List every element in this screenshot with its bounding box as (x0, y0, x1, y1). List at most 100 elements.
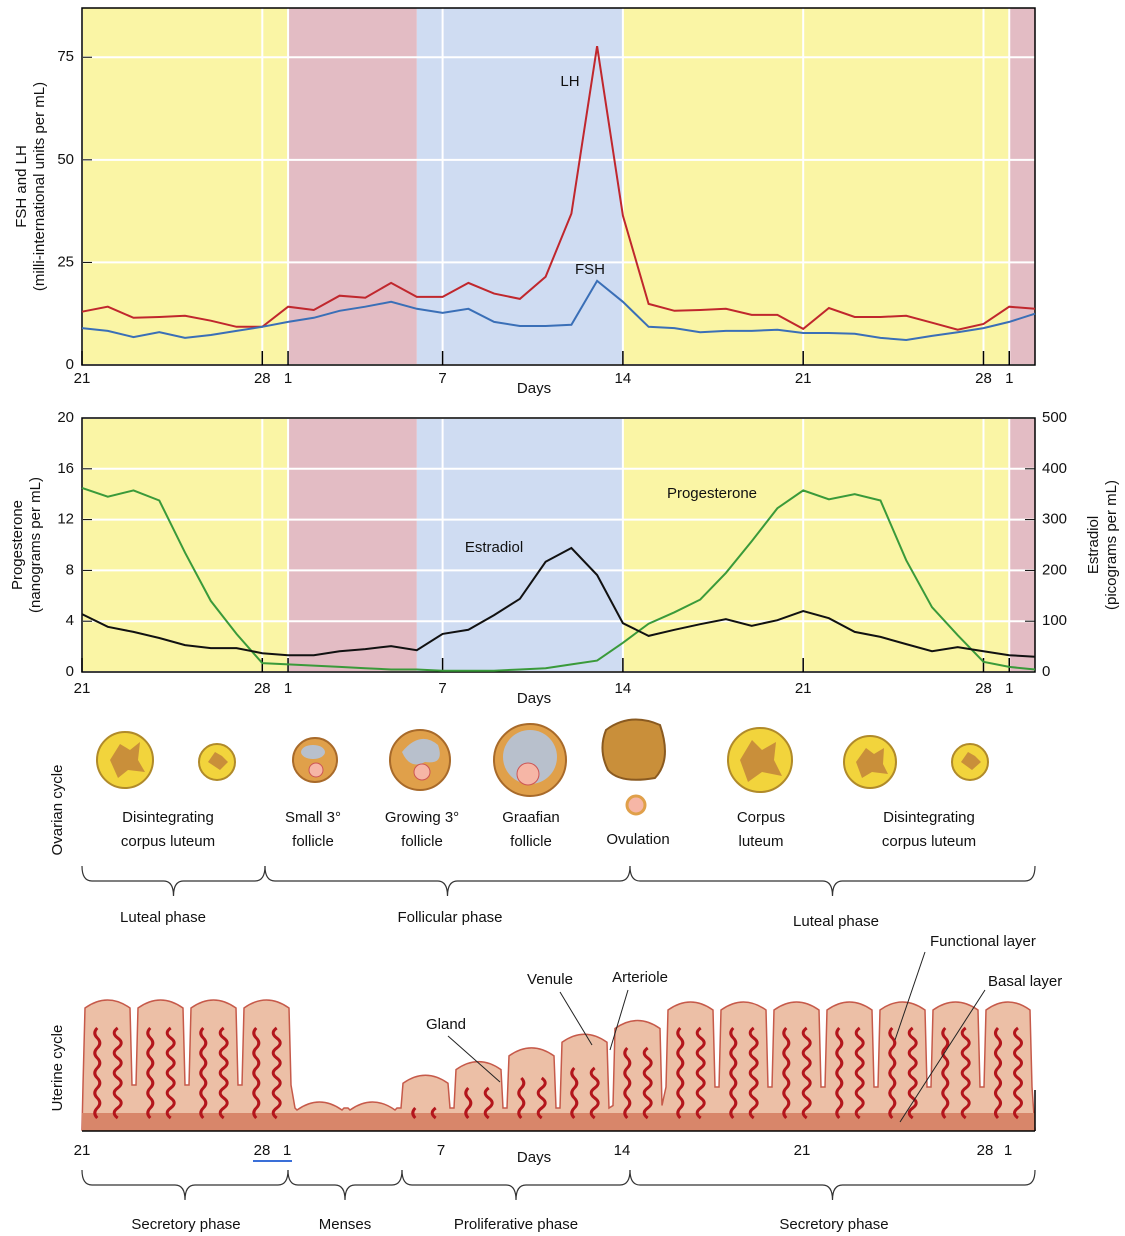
icon (208, 752, 228, 770)
x-tick-label: 7 (438, 680, 446, 697)
phase-label: Luteal phase (120, 909, 206, 926)
icon (961, 752, 981, 770)
brace (264, 865, 631, 897)
x-tick-label: 14 (615, 680, 632, 697)
x-tick-label: 7 (438, 370, 446, 387)
y2-tick-label: 400 (1042, 460, 1067, 477)
icon (856, 748, 888, 778)
brace (287, 1169, 403, 1201)
y-tick-label: 20 (57, 409, 74, 426)
brace (629, 865, 1036, 897)
phase-band (416, 8, 623, 365)
y-tick-label: 50 (57, 151, 74, 168)
stage-label: follicle (401, 833, 443, 850)
x-tick-label: 1 (284, 370, 292, 387)
series-label: Progesterone (667, 485, 757, 502)
artery (854, 1026, 865, 1120)
functional-layer (81, 999, 1036, 1131)
x-tick-label: 21 (74, 370, 91, 387)
icon (625, 794, 647, 816)
phase-band (82, 418, 289, 672)
artery (782, 1026, 791, 1120)
callout: Functional layer (930, 933, 1036, 950)
artery (941, 1026, 950, 1120)
series-line (81, 46, 1036, 331)
icon (516, 762, 540, 786)
stage-label: Corpus (737, 809, 785, 826)
axis-label: 14 (614, 1142, 631, 1159)
artery (218, 1026, 229, 1120)
icon (740, 740, 782, 782)
artery (536, 1076, 547, 1120)
ovarian-cycle: Ovarian cycle Disintegrating corpus lute… (49, 718, 1036, 930)
x-tick-label: 21 (795, 370, 812, 387)
braces (81, 865, 1036, 897)
icon (301, 745, 325, 759)
axis-label: 21 (794, 1142, 811, 1159)
callout: Arteriole (612, 969, 668, 986)
series-label: LH (560, 73, 579, 90)
brace (401, 1169, 631, 1201)
y2-tick-label: 0 (1042, 663, 1050, 680)
callout-line (894, 951, 926, 1041)
phase-band (288, 418, 417, 672)
y2-tick-label: 300 (1042, 511, 1067, 528)
axis-title: Days (517, 1149, 551, 1166)
stage-label: corpus luteum (121, 833, 215, 850)
phase-label: Menses (319, 1216, 372, 1233)
plot-frame (81, 7, 1036, 366)
artery (835, 1026, 844, 1120)
stage-label: Growing 3° (385, 809, 459, 826)
phase-label: Secretory phase (131, 1216, 240, 1233)
artery (695, 1026, 706, 1120)
y2-axis-title: (picograms per mL) (1103, 480, 1120, 610)
stage-label: luteum (738, 833, 783, 850)
x-tick-label: 1 (284, 680, 292, 697)
brace (81, 1169, 289, 1201)
phase-band (82, 8, 289, 365)
icon (413, 763, 431, 781)
x-tick-label: 21 (74, 680, 91, 697)
side-label: Ovarian cycle (49, 765, 66, 856)
x-tick-label: 1 (1005, 680, 1013, 697)
artery (271, 1026, 282, 1120)
phase-label: Secretory phase (779, 1216, 888, 1233)
brace (629, 1169, 1036, 1201)
axis-label: 1 (283, 1142, 291, 1159)
callout: Venule (527, 971, 573, 988)
stage-label: Disintegrating (883, 809, 975, 826)
y2-tick-label: 500 (1042, 409, 1067, 426)
x-tick-label: 28 (975, 680, 992, 697)
callout-line (899, 989, 986, 1123)
callout: Gland (426, 1016, 466, 1033)
phase-band (416, 418, 623, 672)
y2-tick-label: 100 (1042, 612, 1067, 629)
x-tick-label: 28 (254, 370, 271, 387)
icons (96, 718, 989, 816)
artery (960, 1026, 971, 1120)
phase-band (622, 418, 1010, 672)
stage-label: follicle (292, 833, 334, 850)
braces (81, 1169, 1036, 1201)
axis-label: 7 (437, 1142, 445, 1159)
artery (199, 1026, 208, 1120)
x-tick-label: 28 (254, 680, 271, 697)
icon (402, 738, 440, 765)
y2-axis-title: Estradiol (1085, 516, 1102, 574)
y-tick-label: 4 (66, 612, 74, 629)
artery (464, 1086, 473, 1120)
icon (503, 730, 557, 784)
phase-band (288, 8, 417, 365)
stage-label: follicle (510, 833, 552, 850)
y2-tick-label: 200 (1042, 561, 1067, 578)
artery (411, 1106, 417, 1120)
plot-frame (81, 417, 1036, 673)
artery (748, 1026, 759, 1120)
artery (252, 1026, 261, 1120)
x-tick-label: 1 (1005, 370, 1013, 387)
series-line (81, 486, 1036, 672)
y-tick-label: 8 (66, 561, 74, 578)
stage-label: corpus luteum (882, 833, 976, 850)
